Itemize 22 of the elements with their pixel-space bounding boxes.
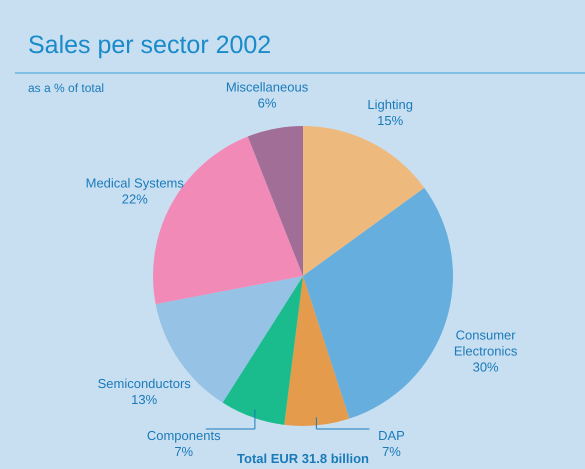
chart-title: Sales per sector 2002 — [28, 31, 272, 59]
pie-slice — [248, 126, 303, 276]
data-label: 6% — [258, 95, 277, 110]
text: Total EUR 31.8 billion — [237, 451, 370, 466]
data-label: 13% — [131, 392, 158, 407]
slice-label: Miscellaneous — [226, 79, 309, 94]
slice-label: Semiconductors — [98, 376, 192, 391]
data-label: 7% — [174, 444, 194, 459]
data-label: 30% — [472, 359, 500, 374]
data-label: 15% — [377, 112, 404, 128]
data-label: 7% — [382, 444, 402, 459]
slice-label: Medical Systems — [86, 176, 184, 191]
pie-slice — [222, 276, 303, 425]
chart-subtitle: as a % of total — [28, 81, 104, 95]
pie-slice — [284, 276, 350, 426]
data-label: 22% — [122, 192, 148, 207]
slice-label: DAP — [378, 428, 405, 443]
slice-label: Consumer Electronics — [454, 327, 518, 358]
slice-label: Lighting — [367, 96, 413, 112]
pie-slice — [303, 126, 424, 276]
slice-label: Components — [146, 428, 222, 443]
pie-slice — [303, 188, 453, 419]
